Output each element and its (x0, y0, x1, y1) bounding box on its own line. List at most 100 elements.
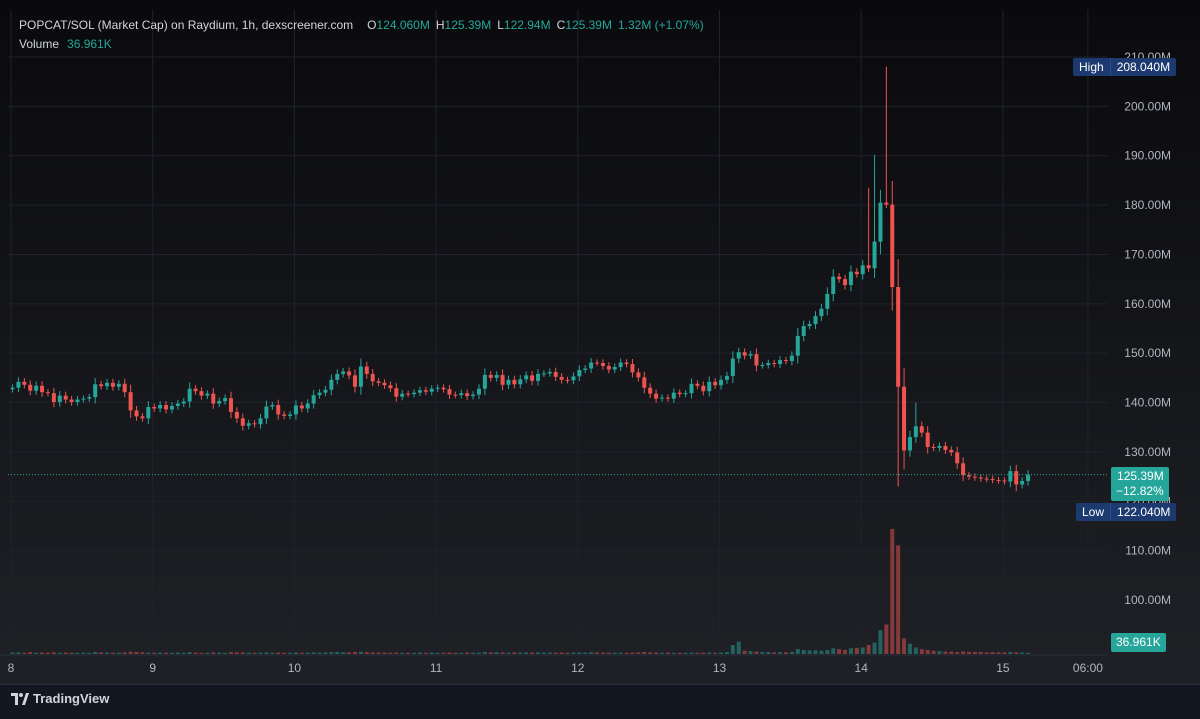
candle-body[interactable] (412, 392, 417, 395)
candle-body[interactable] (10, 387, 15, 390)
candle-body[interactable] (1014, 471, 1019, 485)
candle-body[interactable] (506, 379, 511, 385)
candle-body[interactable] (766, 363, 771, 366)
candle-body[interactable] (724, 375, 729, 380)
candle-body[interactable] (34, 385, 39, 391)
candle-body[interactable] (949, 449, 954, 453)
candle-body[interactable] (1002, 480, 1007, 482)
candle-body[interactable] (559, 376, 564, 380)
candle-body[interactable] (447, 389, 452, 395)
candle-body[interactable] (671, 392, 676, 399)
candle-body[interactable] (465, 393, 470, 397)
candle-body[interactable] (252, 423, 257, 425)
candle-body[interactable] (122, 383, 127, 393)
candle-body[interactable] (760, 365, 765, 367)
price-axis[interactable]: 100.00M110.00M120.00M130.00M140.00M150.0… (1108, 0, 1200, 684)
candle-body[interactable] (884, 202, 889, 205)
candles[interactable] (10, 66, 1031, 492)
candle-body[interactable] (288, 414, 293, 416)
candle-body[interactable] (329, 379, 334, 390)
candle-body[interactable] (69, 399, 74, 403)
candle-body[interactable] (453, 394, 458, 396)
candle-body[interactable] (335, 373, 340, 380)
candle-body[interactable] (630, 364, 635, 373)
candle-body[interactable] (246, 423, 251, 426)
candle-body[interactable] (417, 390, 422, 393)
candle-body[interactable] (382, 382, 387, 386)
candle-body[interactable] (990, 479, 995, 481)
candle-body[interactable] (305, 403, 310, 409)
candle-body[interactable] (967, 475, 972, 477)
candle-body[interactable] (984, 478, 989, 480)
candle-body[interactable] (429, 388, 434, 392)
candle-body[interactable] (394, 388, 399, 397)
candle-body[interactable] (264, 406, 269, 419)
candle-body[interactable] (459, 393, 464, 396)
candle-body[interactable] (128, 392, 133, 411)
candle-body[interactable] (16, 381, 21, 388)
candle-body[interactable] (341, 371, 346, 374)
candle-body[interactable] (736, 352, 741, 359)
candle-body[interactable] (116, 383, 121, 387)
candle-body[interactable] (358, 366, 363, 387)
candle-body[interactable] (654, 393, 659, 399)
candle-body[interactable] (152, 406, 157, 409)
candle-body[interactable] (748, 354, 753, 356)
candle-body[interactable] (689, 383, 694, 394)
candle-body[interactable] (742, 352, 747, 356)
candle-body[interactable] (659, 397, 665, 399)
candle-body[interactable] (913, 426, 918, 438)
candle-body[interactable] (854, 271, 859, 275)
candle-body[interactable] (996, 480, 1001, 482)
candle-body[interactable] (134, 410, 139, 417)
candle-body[interactable] (57, 395, 62, 403)
candle-body[interactable] (270, 405, 275, 407)
candle-body[interactable] (541, 373, 546, 375)
candle-body[interactable] (488, 374, 493, 378)
candle-body[interactable] (258, 418, 263, 425)
candle-body[interactable] (441, 387, 446, 390)
candle-body[interactable] (376, 381, 381, 383)
candle-body[interactable] (595, 362, 600, 364)
candle-body[interactable] (677, 392, 682, 395)
candle-body[interactable] (140, 416, 145, 419)
candle-body[interactable] (293, 405, 298, 415)
candle-body[interactable] (896, 287, 901, 387)
candle-body[interactable] (87, 397, 92, 399)
candle-body[interactable] (606, 366, 611, 370)
candle-body[interactable] (589, 362, 594, 369)
candle-body[interactable] (695, 383, 700, 386)
candle-body[interactable] (482, 374, 487, 389)
candle-body[interactable] (347, 371, 352, 376)
candle-body[interactable] (872, 241, 877, 269)
candle-body[interactable] (75, 399, 80, 403)
candle-body[interactable] (276, 405, 281, 415)
candle-body[interactable] (423, 390, 428, 392)
candle-body[interactable] (158, 405, 163, 409)
candle-body[interactable] (937, 445, 942, 448)
candle-body[interactable] (240, 418, 245, 426)
candle-body[interactable] (583, 368, 588, 370)
candle-body[interactable] (807, 324, 812, 327)
candle-body[interactable] (223, 398, 228, 402)
candle-body[interactable] (848, 271, 853, 286)
candle-body[interactable] (754, 354, 759, 366)
candle-body[interactable] (612, 367, 617, 370)
candle-body[interactable] (193, 388, 198, 392)
candle-body[interactable] (211, 393, 216, 404)
candle-body[interactable] (199, 391, 204, 396)
candle-body[interactable] (518, 379, 523, 385)
candle-body[interactable] (978, 477, 983, 479)
candle-body[interactable] (547, 371, 552, 374)
candle-body[interactable] (600, 363, 605, 367)
candle-body[interactable] (99, 384, 104, 387)
candle-body[interactable] (400, 393, 405, 397)
candle-body[interactable] (701, 385, 706, 392)
candle-body[interactable] (778, 360, 783, 365)
candle-body[interactable] (772, 363, 777, 365)
candle-body[interactable] (878, 202, 883, 242)
candle-body[interactable] (707, 381, 712, 392)
candle-body[interactable] (1026, 474, 1031, 482)
